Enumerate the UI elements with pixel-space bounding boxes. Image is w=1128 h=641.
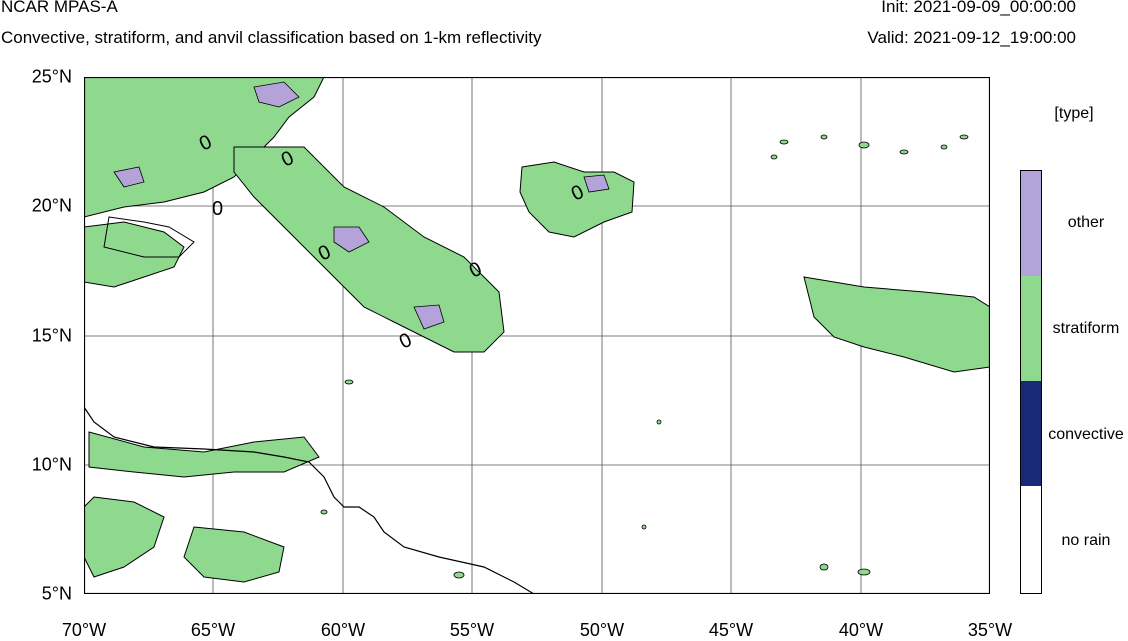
lon-label-35w: 35°W — [967, 620, 1013, 640]
precip-regions — [84, 77, 990, 583]
legend-swatch-stratiform — [1021, 276, 1041, 381]
lon-label-45w: 45°W — [708, 620, 754, 640]
stratiform-region — [183, 526, 285, 583]
contour-label: 0 — [212, 198, 223, 220]
legend-colorbar — [1020, 170, 1042, 594]
legend-title: [type] — [1054, 105, 1094, 122]
legend-swatch-convective — [1021, 381, 1041, 486]
legend-label-no-rain: no rain — [1061, 532, 1111, 549]
lon-label-55w: 55°W — [449, 620, 495, 640]
lon-label-40w: 40°W — [838, 620, 884, 640]
init-time: Init: 2021-09-09_00:00:00 — [881, 0, 1076, 16]
map-subtitle: Convective, stratiform, and anvil classi… — [1, 28, 542, 47]
lat-label-20n: 20°N — [31, 195, 72, 216]
lon-label-70w: 70°W — [61, 620, 107, 640]
valid-time: Valid: 2021-09-12_19:00:00 — [867, 28, 1076, 47]
legend-swatch-other — [1021, 171, 1041, 276]
legend-swatch-no-rain — [1021, 486, 1041, 591]
other-regions — [113, 81, 610, 330]
scattered-cells — [320, 134, 969, 579]
map-title: NCAR MPAS-A — [1, 0, 118, 16]
lat-label-25n: 25°N — [31, 66, 72, 87]
lon-label-60w: 60°W — [320, 620, 366, 640]
stratiform-region — [803, 276, 990, 373]
legend-label-other: other — [1067, 214, 1105, 231]
island-outline — [103, 216, 195, 258]
legend-label-convective: convective — [1048, 426, 1124, 443]
legend-label-stratiform: stratiform — [1052, 320, 1120, 337]
lon-label-65w: 65°W — [190, 620, 236, 640]
plot-frame — [84, 77, 990, 594]
lat-label-5n: 5°N — [41, 583, 72, 604]
coastline — [84, 406, 535, 594]
lat-label-15n: 15°N — [31, 325, 72, 346]
lon-label-50w: 50°W — [579, 620, 625, 640]
lat-label-10n: 10°N — [31, 454, 72, 475]
stratiform-region — [84, 496, 165, 578]
map-plot: 0 0 0 0 0 0 0 — [84, 77, 990, 594]
stratiform-region — [233, 146, 505, 353]
contour-label: 0 — [396, 329, 415, 354]
stratiform-region — [88, 431, 320, 478]
